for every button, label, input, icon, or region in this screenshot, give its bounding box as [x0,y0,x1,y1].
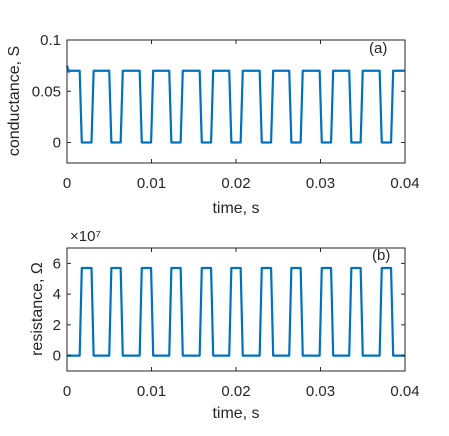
panel-a-x-axis-label: time, s [212,200,259,217]
panel-b-y-axis-label: resistance, Ω [29,262,46,356]
y-tick-label: 2 [53,317,61,334]
conductance-line [65,65,405,144]
y-tick-label: 0.05 [32,83,61,100]
x-tick-label: 0 [63,175,71,192]
y-tick-label: 4 [53,286,61,303]
panel-b-axes-box [66,247,406,372]
x-tick-label: 0.04 [390,175,419,192]
panel-a-x-ticks: 0 0.01 0.02 0.03 0.04 [63,40,420,192]
x-tick-label: 0.01 [137,175,166,192]
panel-b-exponent-label: ×10⁷ [70,228,101,245]
panel-b-x-axis-label: time, s [212,405,259,422]
x-tick-label: 0 [63,383,71,400]
x-tick-label: 0.03 [306,383,335,400]
y-tick-label: 6 [53,255,61,272]
x-tick-label: 0.02 [221,175,250,192]
y-tick-label: 0 [53,135,61,152]
panel-a-label: (a) [369,40,387,57]
resistance-line [67,266,405,357]
panel-b-label: (b) [372,247,390,264]
y-tick-label: 0 [53,348,61,365]
panel-b-x-ticks: 0 0.01 0.02 0.03 0.04 [63,248,420,400]
x-tick-label: 0.02 [221,383,250,400]
panel-a-axes-box [66,39,406,164]
panel-a-y-axis-label: conductance, S [6,46,23,156]
x-tick-label: 0.04 [390,383,419,400]
y-tick-label: 0.1 [40,32,61,49]
x-tick-label: 0.03 [306,175,335,192]
panel-b-y-ticks: 0 2 4 6 [53,255,405,365]
x-tick-label: 0.01 [137,383,166,400]
panel-a: 0 0.01 0.02 0.03 0.04 0 0.05 0.1 (a) time, s c… [6,32,420,217]
